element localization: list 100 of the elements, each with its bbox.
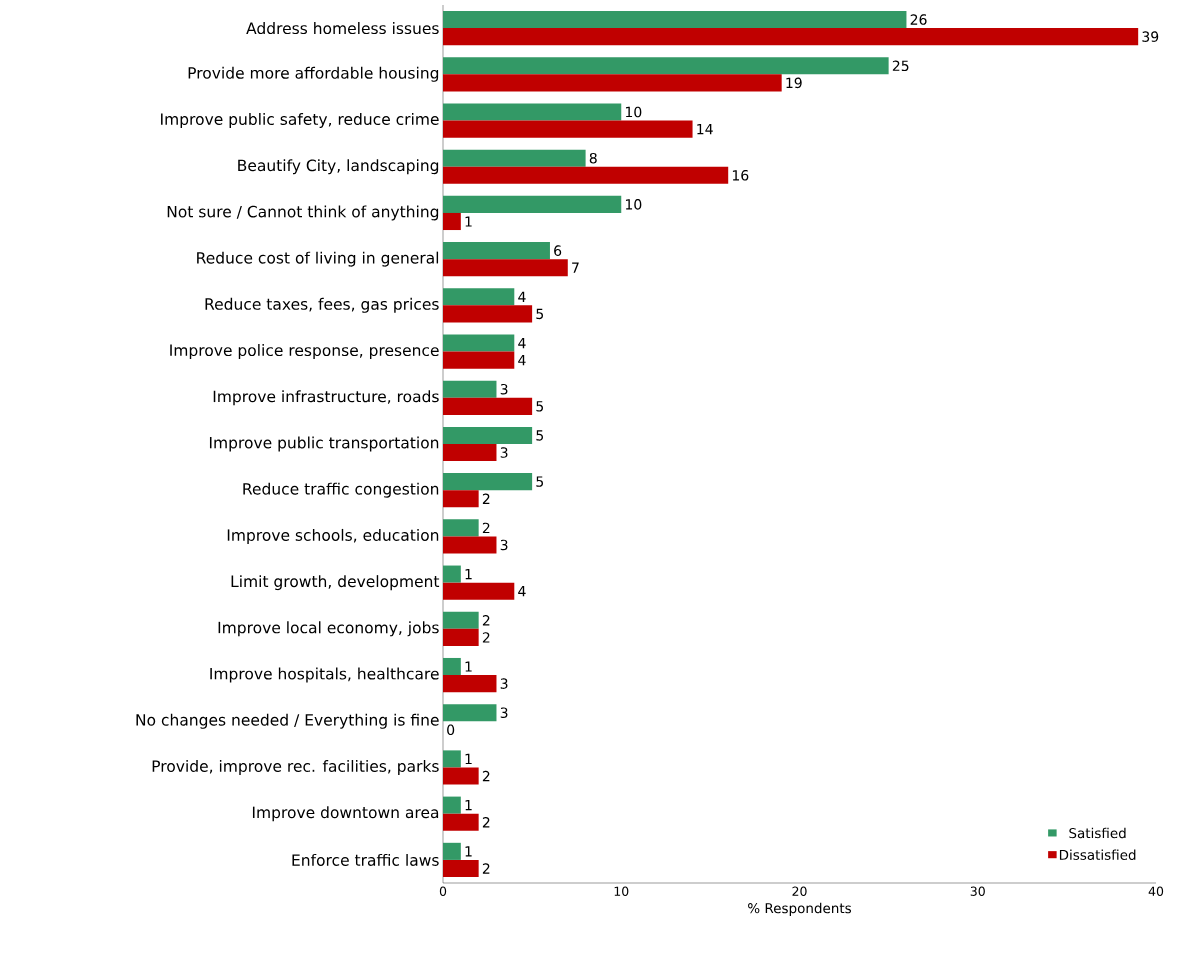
bar bbox=[443, 212, 461, 231]
bar bbox=[443, 380, 497, 398]
y-tick-label: Address homeless issues bbox=[246, 22, 439, 35]
bar bbox=[443, 103, 622, 121]
bar bbox=[443, 473, 533, 491]
data-label: 6 bbox=[554, 245, 562, 256]
data-label: 0 bbox=[447, 724, 455, 736]
y-tick-label: Improve schools, education bbox=[227, 528, 439, 544]
bar bbox=[443, 11, 907, 29]
x-axis-title: % Respondents bbox=[748, 902, 852, 916]
bar bbox=[443, 195, 622, 213]
bar bbox=[443, 813, 479, 831]
data-label: 2 bbox=[482, 632, 490, 643]
y-tick-label: Reduce traffic congestion bbox=[243, 482, 439, 498]
bar bbox=[443, 426, 533, 444]
data-label: 39 bbox=[1142, 31, 1159, 42]
legend-label: Dissatisfied bbox=[1059, 849, 1136, 860]
data-label: 3 bbox=[500, 707, 508, 719]
y-tick-label: Reduce taxes, fees, gas prices bbox=[205, 297, 439, 313]
data-label: 4 bbox=[518, 337, 526, 349]
y-tick-label: Provide, improve rec. facilities, parks bbox=[152, 759, 439, 775]
data-label: 10 bbox=[625, 106, 642, 118]
bar bbox=[443, 242, 550, 260]
bar bbox=[443, 519, 479, 537]
bar bbox=[443, 444, 497, 462]
data-label: 1 bbox=[465, 800, 472, 811]
data-label: 8 bbox=[589, 152, 597, 164]
bar bbox=[443, 57, 889, 75]
bar bbox=[443, 490, 479, 508]
x-tick-label: 20 bbox=[792, 886, 807, 896]
x-tick-label: 30 bbox=[970, 886, 985, 896]
data-label: 4 bbox=[518, 586, 526, 597]
data-label: 19 bbox=[786, 77, 802, 89]
y-tick-label: Reduce cost of living in general bbox=[197, 251, 439, 267]
data-label: 2 bbox=[482, 817, 490, 828]
data-label: 2 bbox=[482, 770, 490, 782]
bar bbox=[443, 28, 1139, 46]
y-tick-label: Improve local economy, jobs bbox=[218, 621, 439, 637]
bar bbox=[443, 565, 461, 583]
data-label: 5 bbox=[536, 401, 544, 412]
data-label: 1 bbox=[465, 846, 472, 857]
bar bbox=[443, 120, 693, 138]
bar bbox=[443, 536, 497, 554]
bar bbox=[443, 288, 515, 306]
bar bbox=[443, 334, 515, 352]
x-tick-label: 10 bbox=[614, 886, 629, 896]
data-label: 5 bbox=[536, 476, 544, 487]
y-tick-label: Improve hospitals, healthcare bbox=[210, 667, 439, 683]
data-label: 1 bbox=[465, 568, 472, 580]
bar bbox=[443, 657, 461, 676]
y-tick-label: Beautify City, landscaping bbox=[238, 159, 439, 175]
bar bbox=[443, 305, 533, 323]
data-label: 1 bbox=[465, 216, 472, 227]
bar bbox=[443, 351, 515, 369]
bar bbox=[443, 628, 479, 646]
data-label: 2 bbox=[482, 615, 490, 626]
x-tick-label: 40 bbox=[1148, 886, 1164, 896]
y-tick-label: Improve infrastructure, roads bbox=[213, 390, 439, 406]
bar bbox=[443, 259, 568, 277]
bar bbox=[443, 582, 515, 600]
data-label: 1 bbox=[465, 661, 472, 672]
y-tick-label: Not sure / Cannot think of anything bbox=[167, 205, 439, 221]
bar bbox=[443, 675, 497, 693]
data-label: 1 bbox=[465, 753, 472, 765]
y-tick-label: Improve public safety, reduce crime bbox=[161, 113, 439, 129]
data-label: 3 bbox=[500, 383, 508, 395]
bar bbox=[443, 842, 461, 860]
y-tick-label: Improve public transportation bbox=[209, 436, 439, 452]
bar bbox=[443, 750, 461, 768]
y-tick-label: Provide more affordable housing bbox=[188, 66, 439, 82]
data-label: 16 bbox=[732, 169, 749, 181]
bar bbox=[443, 74, 782, 92]
data-label: 2 bbox=[482, 522, 490, 534]
y-tick-label: Improve downtown area bbox=[252, 806, 439, 822]
data-label: 10 bbox=[625, 199, 642, 210]
bar bbox=[443, 704, 497, 722]
data-label: 4 bbox=[518, 291, 526, 302]
y-tick-label: Improve police response, presence bbox=[170, 344, 439, 360]
data-label: 5 bbox=[536, 308, 544, 320]
bar bbox=[443, 767, 479, 785]
y-tick-label: Enforce traffic laws bbox=[292, 853, 439, 866]
data-label: 2 bbox=[482, 493, 490, 504]
data-label: 3 bbox=[500, 539, 508, 551]
data-label: 5 bbox=[536, 430, 544, 441]
bar bbox=[443, 859, 479, 877]
data-label: 3 bbox=[500, 447, 508, 458]
data-label: 26 bbox=[910, 14, 927, 25]
bar bbox=[443, 397, 533, 415]
bar bbox=[443, 166, 729, 184]
data-label: 25 bbox=[892, 60, 909, 72]
legend-label: Satisfied bbox=[1069, 827, 1126, 839]
x-tick-label: 0 bbox=[439, 886, 447, 896]
data-label: 2 bbox=[482, 863, 490, 874]
bar bbox=[443, 611, 479, 629]
y-tick-label: Limit growth, development bbox=[231, 575, 440, 591]
data-label: 14 bbox=[697, 123, 713, 135]
y-tick-label: No changes needed / Everything is fine bbox=[136, 713, 439, 729]
data-label: 7 bbox=[572, 262, 579, 273]
data-label: 3 bbox=[500, 678, 508, 689]
data-label: 4 bbox=[518, 355, 526, 366]
